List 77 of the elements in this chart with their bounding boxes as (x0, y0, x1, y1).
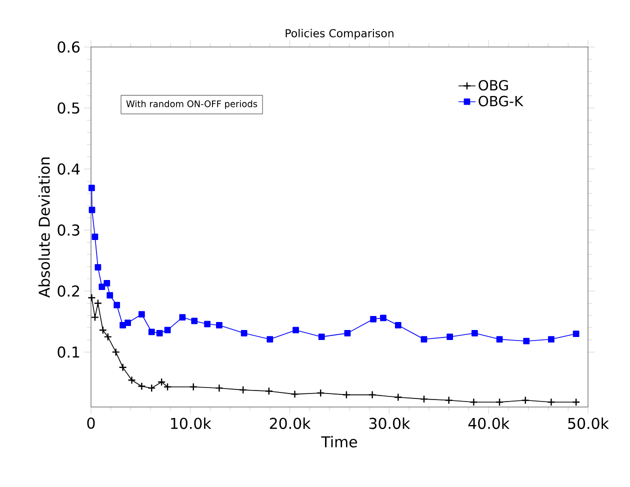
x-axis-title: Time (321, 436, 357, 448)
point (368, 390, 376, 399)
y-tick-label: 0.4 (58, 163, 80, 175)
point (98, 326, 108, 334)
point (106, 292, 114, 299)
point (266, 336, 274, 342)
point (495, 398, 504, 406)
point (92, 234, 98, 240)
point (420, 336, 428, 342)
point (128, 376, 136, 384)
x-tick-label: 0 (87, 417, 95, 429)
point (204, 320, 210, 328)
point (420, 394, 428, 404)
point (572, 398, 580, 406)
point (148, 328, 155, 336)
point (98, 284, 106, 290)
point (124, 320, 131, 326)
point (118, 363, 127, 372)
point (191, 318, 198, 324)
point (521, 396, 530, 404)
point (138, 382, 146, 390)
point (446, 334, 454, 340)
point (572, 330, 580, 337)
point (112, 348, 120, 356)
point (342, 390, 351, 399)
x-tick-label: 30.0k (369, 418, 410, 430)
point (138, 311, 145, 318)
point (239, 386, 248, 394)
point (148, 384, 156, 392)
point (94, 264, 102, 270)
point (264, 387, 274, 396)
point (189, 382, 198, 391)
point (290, 390, 299, 398)
point (90, 313, 100, 322)
x-tick-label: 50.0k (568, 418, 609, 430)
point (216, 322, 222, 328)
point (164, 326, 171, 334)
point (394, 393, 402, 402)
point (292, 326, 299, 334)
point (104, 332, 112, 341)
point (316, 388, 325, 398)
point (394, 322, 402, 328)
y-tick-label: 0.1 (58, 346, 80, 358)
x-tick-label: 20.0k (270, 418, 311, 430)
y-tick-label: 0.5 (58, 102, 80, 114)
point (156, 330, 163, 336)
point (380, 314, 386, 322)
x-tick-label: 40.0k (468, 418, 510, 430)
point (114, 302, 120, 308)
point (88, 184, 95, 192)
point (215, 384, 224, 392)
annotation: With random ON-OFF periods (126, 100, 258, 109)
point (470, 398, 478, 406)
point (344, 330, 351, 336)
point (104, 280, 110, 286)
y-axis-title: Absolute Deviation (38, 157, 50, 298)
point (94, 299, 102, 308)
point (496, 336, 503, 342)
point (444, 396, 453, 404)
x-tick-label: 10.0k (171, 418, 212, 430)
y-tick-label: 0.6 (58, 41, 80, 53)
point (472, 330, 478, 336)
chart-title: Policies Comparison (286, 28, 394, 40)
point (548, 336, 554, 342)
point (179, 314, 186, 320)
point (318, 334, 325, 340)
point (120, 322, 126, 328)
legend-label: OBG (478, 80, 508, 91)
point (88, 206, 96, 214)
point (88, 294, 96, 302)
y-tick-label: 0.3 (58, 224, 80, 236)
point (240, 330, 248, 336)
legend-label: OBG-K (478, 96, 524, 106)
y-tick-label: 0.2 (58, 285, 80, 297)
point (523, 338, 530, 344)
point (370, 316, 376, 322)
point (547, 398, 556, 406)
